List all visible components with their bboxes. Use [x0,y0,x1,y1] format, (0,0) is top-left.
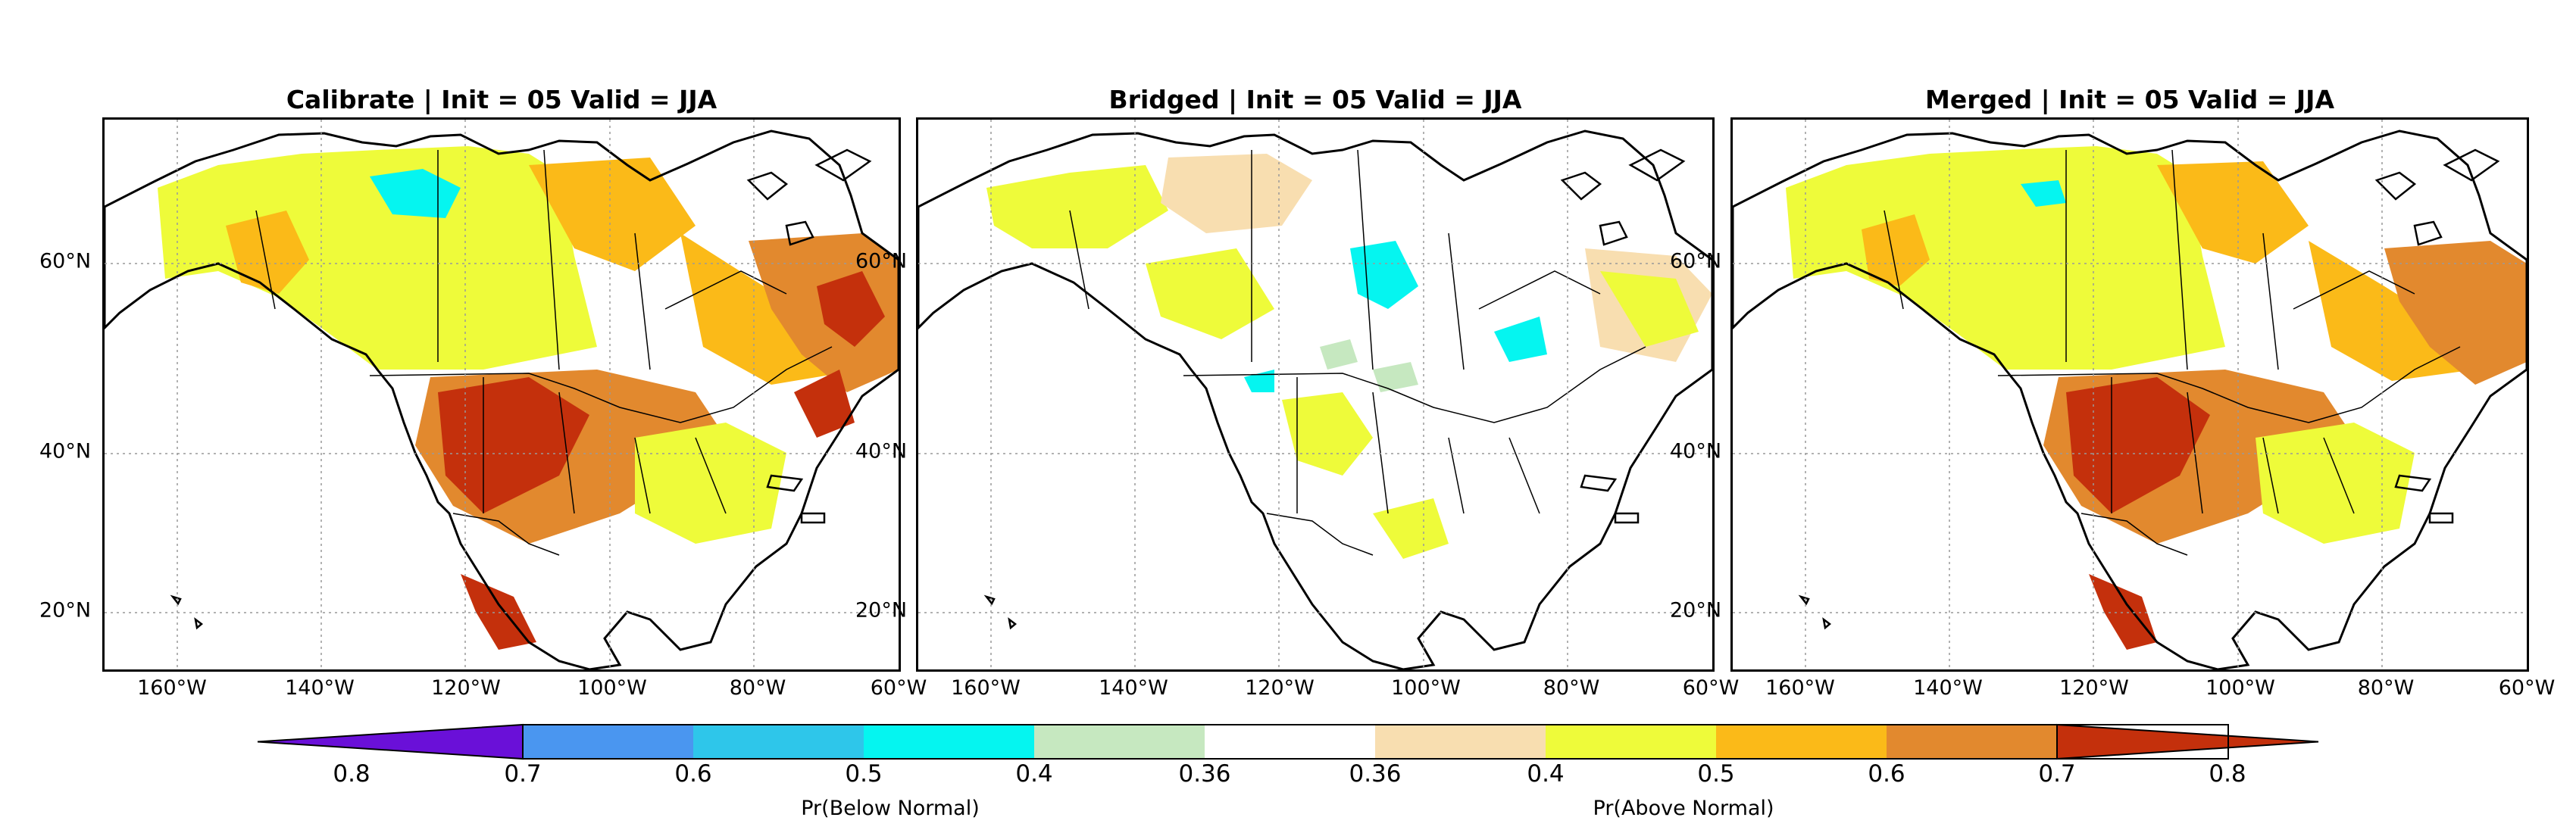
lon-tick: 120°W [431,676,501,700]
lon-tick: 140°W [285,676,355,700]
lon-tick: 120°W [1245,676,1315,700]
region-alaska-above-light [986,165,1168,248]
panel-title-bridged: Bridged | Init = 05 Valid = JJA [1108,85,1522,114]
colorbar-segment [1034,725,1205,759]
colorbar-segment [1375,725,1546,759]
region-us-southwest-above-max [2066,377,2210,650]
colorbar-tick: 0.36 [1178,760,1231,788]
lon-tick: 100°W [2206,676,2275,700]
lon-tick: 80°W [2357,676,2415,700]
map-bridged [918,120,1712,669]
region-nwt-below [2021,180,2066,207]
region-us-east-above [635,423,786,544]
lon-tick: 140°W [1099,676,1168,700]
map-calibrate [105,120,899,669]
region-prairie-below [1244,241,1547,392]
lon-tick: 60°W [1682,676,1740,700]
lon-tick: 100°W [577,676,647,700]
graticule [105,120,899,669]
region-alaska-above [158,146,597,370]
colorbar-segment [1546,725,1716,759]
region-us-east-above [2256,423,2415,544]
region-labrador-above-max [794,271,885,438]
colorbar-tick: 0.6 [674,760,712,788]
map-panel-bridged [916,117,1715,672]
graticule [1733,120,2527,669]
colorbar-above-label: Pr(Above Normal) [1593,797,1774,820]
colorbar-tick: 0.5 [845,760,883,788]
map-panel-merged [1730,117,2529,672]
colorbar-segment [864,725,1034,759]
colorbar-tick: 0.36 [1349,760,1402,788]
colorbar-tick: 0.5 [1697,760,1735,788]
colorbar-left-arrow [257,723,524,760]
lon-tick: 100°W [1391,676,1461,700]
colorbar-segment [1205,725,1375,759]
colorbar-tick: 0.4 [1015,760,1053,788]
colorbar-tick: 0.4 [1527,760,1565,788]
lat-tick: 40°N [855,439,908,463]
colorbar-segment [1887,725,2057,759]
graticule [918,120,1712,669]
colorbar-tick: 0.8 [333,760,370,788]
lat-tick: 40°N [1670,439,1722,463]
lon-tick: 80°W [1543,676,1600,700]
lon-tick: 160°W [137,676,207,700]
lat-tick: 20°N [855,598,908,622]
lon-tick: 160°W [951,676,1021,700]
panel-title-calibrate: Calibrate | Init = 05 Valid = JJA [286,85,717,114]
region-us-southwest-above-max [438,377,589,650]
colorbar-segment [693,725,864,759]
panel-title-merged: Merged | Init = 05 Valid = JJA [1924,85,2335,114]
lon-tick: 80°W [729,676,786,700]
region-canada-above-orange [1862,161,2475,381]
lat-tick: 40°N [39,439,92,463]
lat-tick: 20°N [1670,598,1722,622]
colorbar-segment [523,725,693,759]
lon-tick: 60°W [870,676,927,700]
colorbar-segment [1716,725,1887,759]
region-scatter-below-light [1320,339,1418,392]
lat-tick: 60°N [39,249,92,273]
lat-tick: 60°N [855,249,908,273]
map-merged [1733,120,2527,669]
map-panel-calibrate [102,117,901,672]
colorbar-right-arrow [2056,723,2319,760]
colorbar-tick: 0.7 [504,760,542,788]
lat-tick: 20°N [39,598,92,622]
region-canada-above [1146,248,1699,559]
colorbar-tick: 0.7 [2038,760,2076,788]
colorbar-below-label: Pr(Below Normal) [801,797,980,820]
lon-tick: 60°W [2498,676,2556,700]
colorbar-tick: 0.8 [2209,760,2246,788]
lat-tick: 60°N [1670,249,1722,273]
colorbar-tick: 0.6 [1868,760,1905,788]
lon-tick: 140°W [1913,676,1983,700]
region-canada-above-orange [226,158,862,385]
region-alaska-above [1786,146,2225,370]
lon-tick: 160°W [1765,676,1835,700]
lon-tick: 120°W [2059,676,2129,700]
region-labrador-above [2384,241,2527,385]
